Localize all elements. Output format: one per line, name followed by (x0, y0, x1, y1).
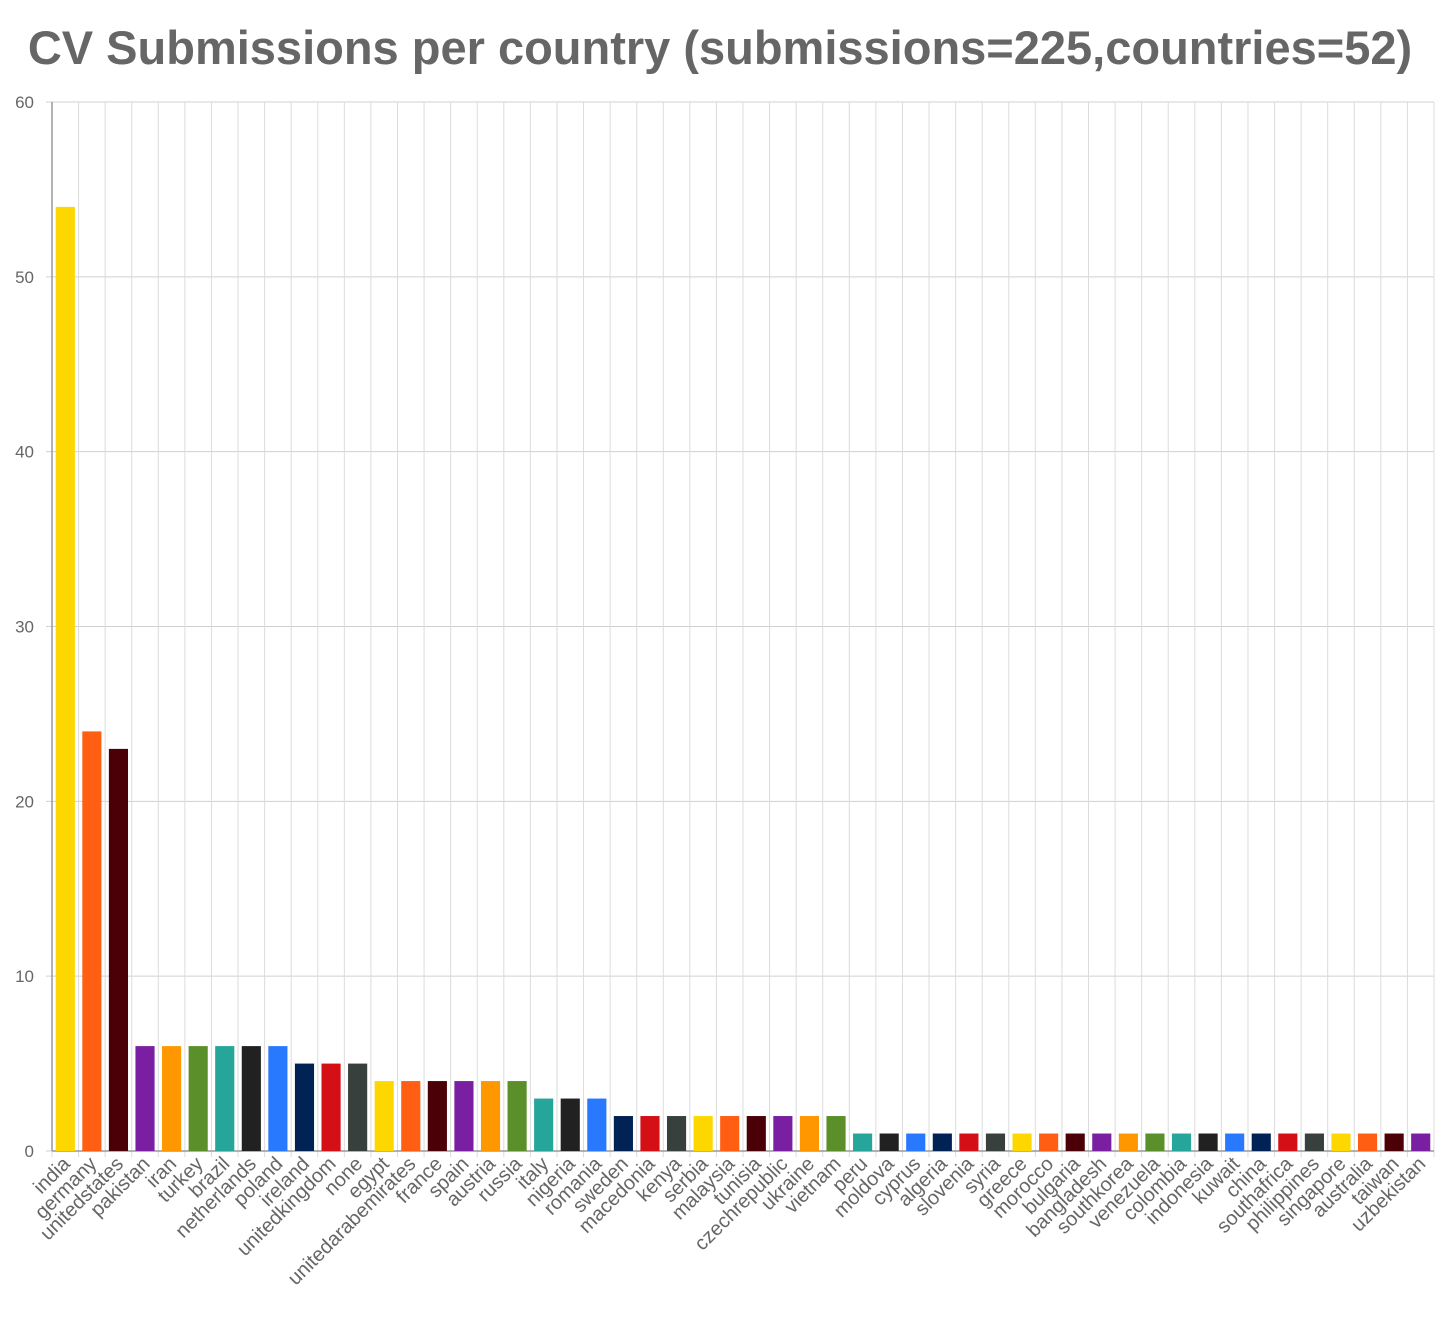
bar-france (427, 1081, 447, 1151)
bar-poland (268, 1046, 288, 1151)
bar-turkey (188, 1046, 208, 1151)
bar-serbia (693, 1116, 713, 1151)
bar-kenya (666, 1116, 687, 1151)
bar-bulgaria (1065, 1133, 1085, 1151)
y-tick-label: 0 (25, 1142, 34, 1161)
bar-sweden (613, 1116, 633, 1151)
bar-syria (985, 1133, 1006, 1151)
bar-romania (587, 1098, 607, 1151)
bar-egypt (374, 1081, 394, 1151)
bar-bangladesh (1092, 1133, 1112, 1151)
bar-morocco (1039, 1133, 1059, 1151)
chart-title: CV Submissions per country (submissions=… (27, 21, 1413, 74)
bar-unitedkingdom (321, 1063, 341, 1151)
y-tick-label: 50 (15, 268, 34, 287)
bar-italy (534, 1098, 554, 1151)
bar-kuwait (1225, 1133, 1245, 1151)
bar-none (348, 1063, 368, 1151)
bar-unitedstates (108, 748, 129, 1151)
bar-philippines (1304, 1133, 1324, 1151)
bar-austria (480, 1081, 501, 1151)
bar-germany (82, 731, 102, 1151)
bar-southkorea (1118, 1133, 1138, 1151)
bar-uzbekistan (1411, 1133, 1431, 1151)
bar-southafrica (1278, 1133, 1298, 1151)
bar-malaysia (720, 1116, 740, 1151)
bar-peru (853, 1133, 873, 1151)
bar-unitedarabemirates (401, 1081, 421, 1151)
bar-singapore (1331, 1133, 1351, 1151)
bar-moldova (879, 1133, 899, 1151)
bar-colombia (1171, 1133, 1192, 1151)
y-tick-label: 30 (15, 618, 34, 637)
bar-pakistan (135, 1046, 155, 1151)
bar-macedonia (640, 1116, 660, 1151)
bar-greece (1012, 1133, 1032, 1151)
bar-australia (1357, 1133, 1378, 1151)
bar-spain (454, 1081, 474, 1151)
bar-china (1251, 1133, 1271, 1151)
bar-russia (507, 1081, 527, 1151)
bar-india (55, 206, 75, 1151)
bar-venezuela (1145, 1133, 1165, 1151)
bar-nigeria (560, 1098, 580, 1151)
bar-taiwan (1384, 1133, 1404, 1151)
bar-cyprus (906, 1133, 926, 1151)
bar-tunisia (746, 1116, 766, 1151)
y-tick-label: 60 (15, 93, 34, 112)
bar-brazil (215, 1046, 235, 1151)
bar-algeria (932, 1133, 952, 1151)
bar-indonesia (1198, 1133, 1218, 1151)
bar-netherlands (241, 1046, 261, 1151)
bar-vietnam (826, 1116, 846, 1151)
y-tick-label: 10 (15, 967, 34, 986)
y-tick-label: 20 (15, 792, 34, 811)
bar-slovenia (959, 1133, 979, 1151)
bar-czechrepublic (773, 1116, 793, 1151)
bar-ukraine (799, 1116, 820, 1151)
bar-ireland (294, 1063, 315, 1151)
y-tick-label: 40 (15, 443, 34, 462)
bar-iran (162, 1046, 182, 1151)
